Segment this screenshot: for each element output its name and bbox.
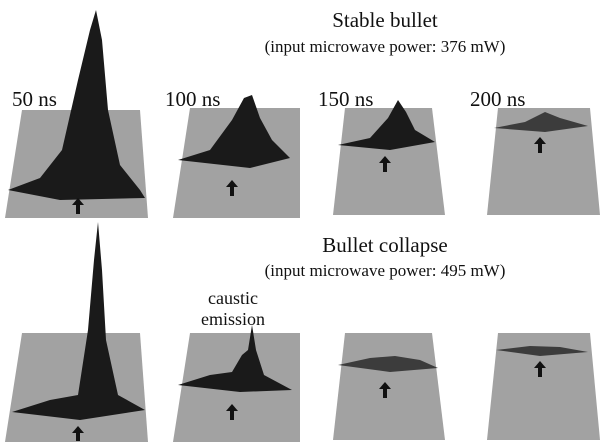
row-subtitle: (input microwave power: 495 mW) [265,261,506,280]
arrow [226,404,238,420]
time-label: 200 ns [470,87,525,111]
row-title: Bullet collapse [322,233,447,257]
arrow [72,198,84,214]
time-label: 150 ns [318,87,373,111]
arrow [379,382,391,398]
peak [338,100,435,150]
plane [333,333,445,440]
surface-plots [5,222,600,442]
arrow [534,361,546,377]
time-label: 100 ns [165,87,220,111]
peak [178,325,292,392]
peak [8,10,145,200]
peak [12,222,145,420]
row-title: Stable bullet [332,8,438,32]
peak [338,356,438,372]
plane [5,333,148,442]
arrow [379,156,391,172]
surface-plots [5,10,600,218]
arrow [534,137,546,153]
arrow [226,180,238,196]
peak [494,112,588,132]
row-subtitle: (input microwave power: 376 mW) [265,37,506,56]
arrow [72,426,84,441]
plane [487,108,600,215]
plane [487,333,600,440]
peak [496,346,588,356]
time-label: 50 ns [12,87,57,111]
peak [178,95,290,168]
annotation: caustic [208,288,258,308]
annotation: emission [201,309,265,329]
